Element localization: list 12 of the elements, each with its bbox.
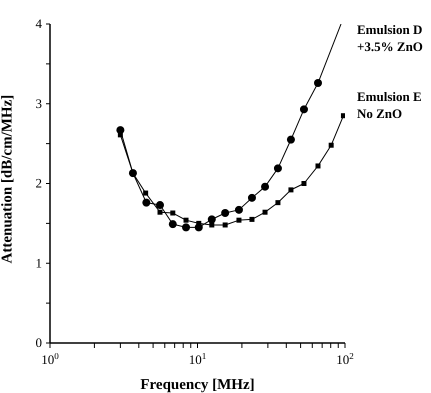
x-tick-label: 10$^{0}$	[41, 351, 60, 367]
series-label: Emulsion E No ZnO	[357, 88, 422, 122]
text: Emulsion D +3.5% ZnO	[357, 21, 423, 55]
x-tick-label: 10$^{1}$	[188, 351, 206, 367]
x-tick-label: 10$^{2}$	[336, 351, 354, 367]
y-tick-label: 3	[36, 96, 42, 111]
y-tick-label: 4	[36, 16, 42, 31]
y-tick-label: 1	[36, 255, 42, 270]
y-tick-label: 2	[36, 176, 42, 190]
y-tick-label: 0	[36, 335, 42, 350]
y-axis-title: Attenuation [dB/cm/MHz]	[0, 94, 16, 264]
x-axis-title: Frequency [MHz]	[140, 377, 255, 393]
